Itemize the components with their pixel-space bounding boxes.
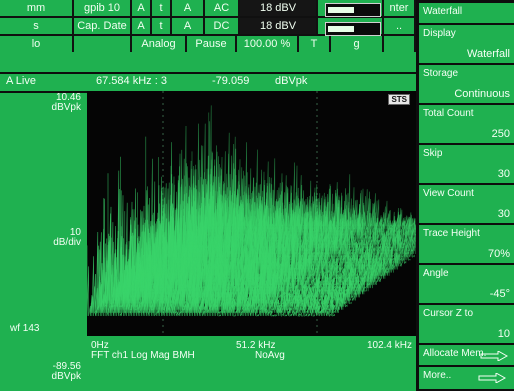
status-spacer [0,52,416,72]
softkey-skip[interactable]: Skip 30 [419,145,514,183]
top-cell-analog[interactable]: Analog [132,36,187,52]
softkey-label: Skip [423,148,443,159]
y-axis-panel: 10.46 dBVpk 10 dB/div -89.56 dBVpk [0,91,87,382]
top-cell-a1[interactable]: A [132,0,152,16]
row-divider [0,34,416,36]
x-axis-panel: 0Hz 51.2 kHz 102.4 kHz FFT ch1 Log Mag B… [87,336,416,391]
menu-title-label: Waterfall [423,6,463,17]
top-cell-capdate[interactable]: Cap. Date [74,18,132,34]
waterfall-count: wf 143 [10,323,40,334]
top-cell-pause[interactable]: Pause [187,36,237,52]
top-cell-ac[interactable]: AC [205,0,240,16]
top-cell-range2[interactable]: 18 dBV [240,18,318,34]
top-cell-g[interactable]: g [331,36,384,52]
softkey-display[interactable]: Display Waterfall [419,25,514,63]
top-cell-blank [384,36,416,52]
softkey-view-count[interactable]: View Count 30 [419,185,514,223]
top-cell-a4[interactable]: A [172,18,205,34]
softkey-label: Total Count [423,108,474,119]
top-cell-t2[interactable]: t [152,18,172,34]
softkey-label: View Count [423,188,474,199]
softkey-label: More.. [423,370,452,381]
trace-level: -79.059 [212,75,250,87]
y-bottom-value: -89.56 [52,361,81,372]
top-cell-empty[interactable] [74,36,132,52]
waterfall-svg [87,91,416,336]
softkey-menu: Waterfall Display Waterfall Storage Cont… [416,0,514,391]
softkey-label: Display [423,28,456,39]
top-cell-percent[interactable]: 100.00 % [237,36,299,52]
top-cell-dc[interactable]: DC [205,18,240,34]
trace-unit: dBVpk [275,75,308,87]
y-top-value: 10.46 [55,92,81,103]
softkey-label: Cursor Z to [423,308,474,319]
top-cell-mm[interactable]: mm [0,0,74,16]
softkey-label: Storage [423,68,459,79]
y-mid-value: 10 [69,227,81,238]
softkey-value: 30 [497,208,510,220]
meter-fill [328,26,354,32]
top-cell-s[interactable]: s [0,18,74,34]
y-bottom-unit: dBVpk [51,371,81,382]
softkey-value: 30 [497,168,510,180]
softkey-storage[interactable]: Storage Continuous [419,65,514,103]
softkey-value: 70% [487,248,510,260]
top-cell-nter[interactable]: nter [384,0,416,16]
softkey-label: Trace Height [423,228,480,239]
top-cell-a3[interactable]: A [132,18,152,34]
top-cell-meter1 [318,0,384,16]
softkey-allocate-memory[interactable]: Allocate Mem. [419,345,514,365]
y-mid-unit: dB/div [53,237,81,248]
top-cell-range1[interactable]: 18 dBV [240,0,318,16]
softkey-angle[interactable]: Angle -45° [419,265,514,303]
softkey-total-count[interactable]: Total Count 250 [419,105,514,143]
level-meter-icon [325,3,381,17]
level-meter-icon [325,22,381,36]
top-cell-a2[interactable]: A [172,0,205,16]
softkey-label: Allocate Mem. [423,348,487,359]
softkey-cursor-z[interactable]: Cursor Z to 10 [419,305,514,343]
top-cell-meter2 [318,18,384,34]
x-start-label: 0Hz [91,340,109,351]
trace-frequency: 67.584 kHz : 3 [96,75,167,87]
arrow-right-icon [480,351,508,361]
averaging-label: NoAvg [255,350,285,361]
top-cell-dots[interactable]: .. [384,18,416,34]
softkey-value: 10 [497,328,510,340]
top-cell-t3[interactable]: T [299,36,331,52]
arrow-right-icon [478,373,506,383]
trace-channel: A Live [6,75,36,87]
x-end-label: 102.4 kHz [366,340,412,351]
softkey-trace-height[interactable]: Trace Height 70% [419,225,514,263]
softkey-more[interactable]: More.. [419,367,514,389]
softkey-value: Waterfall [467,48,510,60]
y-top-unit: dBVpk [51,102,81,113]
measurement-label: FFT ch1 Log Mag BMH [91,350,195,361]
top-cell-gpib[interactable]: gpib 10 [74,0,132,16]
meter-fill [328,7,354,13]
softkey-label: Angle [423,268,449,279]
softkey-value: Continuous [454,88,510,100]
waterfall-trace [208,112,416,228]
softkey-value: 250 [491,128,510,140]
trace-group [87,105,416,318]
x-center-label: 51.2 kHz [236,340,276,351]
top-cell-t1[interactable]: t [152,0,172,16]
softkey-value: -45° [489,288,510,300]
waterfall-plot[interactable]: STS [87,91,416,336]
row-divider [0,16,416,18]
menu-title: Waterfall [419,3,514,23]
top-cell-lo[interactable]: lo [0,36,74,52]
sts-badge: STS [388,94,410,105]
trace-header: A Live 67.584 kHz : 3 -79.059 dBVpk [0,72,416,93]
